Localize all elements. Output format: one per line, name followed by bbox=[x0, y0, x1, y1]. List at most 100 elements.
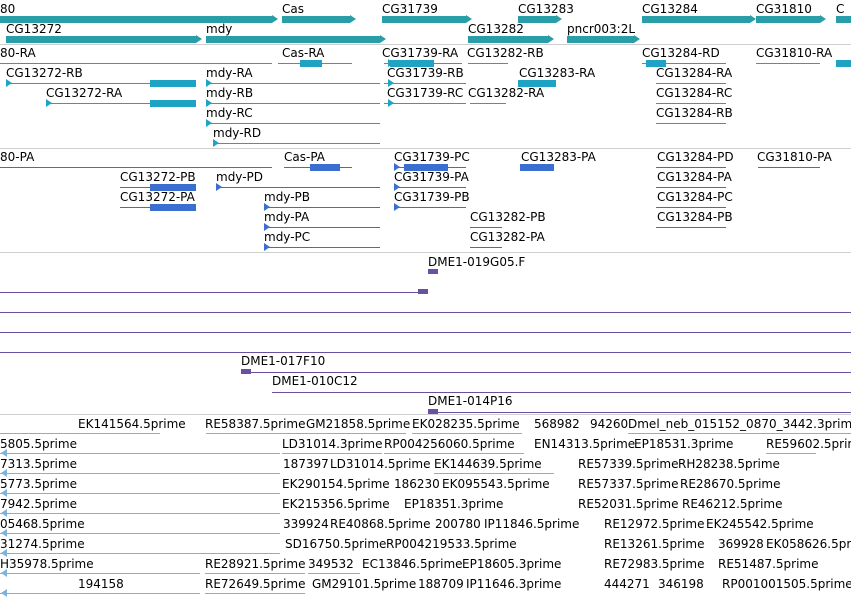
est-label[interactable]: 369928 bbox=[718, 537, 764, 551]
est-line[interactable] bbox=[205, 573, 305, 574]
gene-bar[interactable] bbox=[206, 36, 380, 43]
gene-bar[interactable] bbox=[567, 36, 634, 43]
est-label[interactable]: RE57337.5prime bbox=[578, 477, 679, 491]
est-label[interactable]: 444271 bbox=[604, 577, 650, 591]
protein-line[interactable] bbox=[470, 247, 502, 248]
gene-label[interactable]: CG13272 bbox=[6, 22, 62, 36]
clone-line[interactable] bbox=[272, 392, 851, 393]
transcript-label[interactable]: CG13284-RB bbox=[656, 106, 733, 120]
protein-label[interactable]: mdy-PC bbox=[264, 230, 311, 244]
est-label[interactable]: RE72649.5prime bbox=[205, 577, 306, 591]
est-label[interactable]: RH28238.5prime bbox=[678, 457, 780, 471]
gene-bar[interactable] bbox=[756, 16, 820, 23]
gene-bar[interactable] bbox=[468, 36, 548, 43]
est-label[interactable]: IP11646.3prime bbox=[466, 577, 562, 591]
transcript-label[interactable]: mdy-RC bbox=[206, 106, 253, 120]
transcript-line[interactable] bbox=[0, 63, 272, 64]
est-label[interactable]: 349532 bbox=[308, 557, 354, 571]
est-line[interactable] bbox=[0, 553, 280, 554]
est-label[interactable]: GM29101.5prime bbox=[312, 577, 417, 591]
est-line[interactable] bbox=[205, 593, 305, 594]
protein-label[interactable]: CG13272-PB bbox=[120, 170, 196, 184]
transcript-line[interactable] bbox=[756, 63, 820, 64]
est-label[interactable]: RE51487.5prime bbox=[718, 557, 819, 571]
transcript-line[interactable] bbox=[206, 103, 380, 104]
protein-line[interactable] bbox=[394, 187, 466, 188]
est-label[interactable]: 194158 bbox=[78, 577, 124, 591]
est-line[interactable] bbox=[206, 433, 306, 434]
protein-label[interactable]: CG13284-PC bbox=[657, 190, 733, 204]
gene-label[interactable]: CG13283 bbox=[518, 2, 574, 16]
protein-line[interactable] bbox=[394, 207, 466, 208]
protein-label[interactable]: CG31810-PA bbox=[757, 150, 832, 164]
transcript-label[interactable]: CG31739-RC bbox=[387, 86, 464, 100]
transcript-label[interactable]: mdy-RA bbox=[206, 66, 253, 80]
gene-label[interactable]: C bbox=[836, 2, 845, 16]
gene-label[interactable]: Cas bbox=[282, 2, 304, 16]
est-line[interactable] bbox=[0, 533, 280, 534]
protein-line[interactable] bbox=[656, 207, 726, 208]
clone-line[interactable] bbox=[428, 412, 851, 413]
transcript-label[interactable]: 80-RA bbox=[0, 46, 36, 60]
est-label[interactable]: 187397 bbox=[283, 457, 329, 471]
protein-label[interactable]: mdy-PD bbox=[216, 170, 264, 184]
est-line[interactable] bbox=[766, 453, 816, 454]
est-label[interactable]: EP18605.3prime bbox=[462, 557, 562, 571]
est-label[interactable]: RE12972.5prime bbox=[604, 517, 705, 531]
est-line[interactable] bbox=[412, 433, 522, 434]
transcript-line[interactable] bbox=[206, 83, 380, 84]
est-label[interactable]: EC13846.5prime bbox=[362, 557, 463, 571]
est-label[interactable]: LD31014.3prime bbox=[282, 437, 383, 451]
est-line[interactable] bbox=[0, 573, 200, 574]
est-label[interactable]: EN14313.5prime bbox=[534, 437, 636, 451]
clone-label[interactable]: DME1-010C12 bbox=[272, 374, 358, 388]
transcript-label[interactable]: CG13282-RA bbox=[468, 86, 545, 100]
gene-bar[interactable] bbox=[0, 16, 272, 23]
est-label[interactable]: 31274.5prime bbox=[0, 537, 85, 551]
transcript-line[interactable] bbox=[46, 103, 196, 104]
protein-label[interactable]: mdy-PA bbox=[264, 210, 310, 224]
protein-label[interactable]: CG13282-PB bbox=[470, 210, 546, 224]
protein-label[interactable]: CG31739-PC bbox=[394, 150, 470, 164]
protein-line[interactable] bbox=[470, 227, 502, 228]
est-label[interactable]: Dmel_neb_015152_0870_3442.3prime bbox=[628, 417, 851, 431]
est-label[interactable]: RE28921.5prime bbox=[205, 557, 306, 571]
est-label[interactable]: RE59602.5prime bbox=[766, 437, 851, 451]
transcript-line[interactable] bbox=[384, 83, 466, 84]
est-label[interactable]: 7942.5prime bbox=[0, 497, 77, 511]
protein-line[interactable] bbox=[656, 227, 726, 228]
protein-line[interactable] bbox=[264, 227, 380, 228]
est-line[interactable] bbox=[0, 433, 160, 434]
est-label[interactable]: RE40868.5prime bbox=[330, 517, 431, 531]
protein-label[interactable]: CG13284-PB bbox=[657, 210, 733, 224]
gene-bar[interactable] bbox=[6, 36, 196, 43]
gene-label[interactable]: CG13282 bbox=[468, 22, 524, 36]
est-label[interactable]: 200780 bbox=[435, 517, 481, 531]
gene-label[interactable]: CG31810 bbox=[756, 2, 812, 16]
gene-bar[interactable] bbox=[836, 16, 851, 23]
est-label[interactable]: RP001001505.5prime bbox=[722, 577, 851, 591]
clone-label[interactable]: DME1-017F10 bbox=[241, 354, 326, 368]
transcript-line[interactable] bbox=[642, 63, 726, 64]
est-label[interactable]: 568982 bbox=[534, 417, 580, 431]
transcript-line[interactable] bbox=[656, 123, 726, 124]
est-line[interactable] bbox=[308, 573, 360, 574]
est-label[interactable]: 188709 bbox=[418, 577, 464, 591]
transcript-label[interactable]: CG13282-RB bbox=[467, 46, 544, 60]
est-label[interactable]: 346198 bbox=[658, 577, 704, 591]
clone-line[interactable] bbox=[0, 332, 851, 333]
clone-label[interactable]: DME1-014P16 bbox=[428, 394, 513, 408]
est-label[interactable]: GM21858.5prime bbox=[306, 417, 411, 431]
transcript-label[interactable]: CG13284-RA bbox=[656, 66, 733, 80]
protein-label[interactable]: mdy-PB bbox=[264, 190, 310, 204]
protein-label[interactable]: CG13283-PA bbox=[521, 150, 596, 164]
transcript-label[interactable]: CG13272-RA bbox=[46, 86, 123, 100]
est-label[interactable]: 7313.5prime bbox=[0, 457, 77, 471]
clone-line[interactable] bbox=[0, 292, 428, 293]
est-line[interactable] bbox=[434, 473, 554, 474]
est-line[interactable] bbox=[384, 453, 524, 454]
transcript-line[interactable] bbox=[384, 103, 466, 104]
est-label[interactable]: RE46212.5prime bbox=[682, 497, 783, 511]
est-label[interactable]: EK144639.5prime bbox=[434, 457, 542, 471]
